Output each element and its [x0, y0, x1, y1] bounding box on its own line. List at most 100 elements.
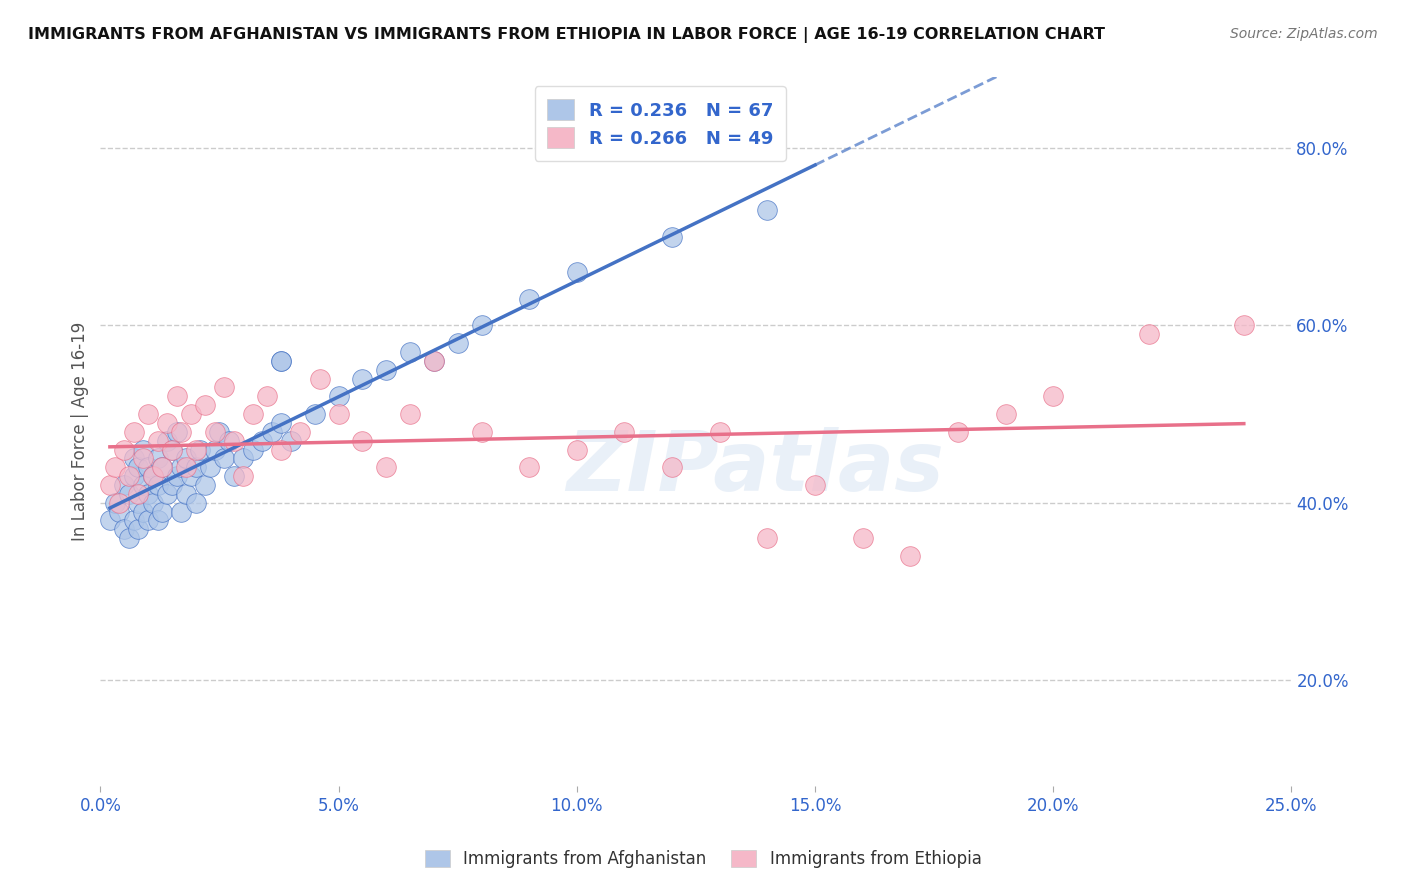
Point — [170, 504, 193, 518]
Y-axis label: In Labor Force | Age 16-19: In Labor Force | Age 16-19 — [72, 322, 89, 541]
Point — [108, 504, 131, 518]
Point — [118, 531, 141, 545]
Point — [98, 478, 121, 492]
Point — [194, 398, 217, 412]
Point — [146, 513, 169, 527]
Point — [142, 469, 165, 483]
Point — [166, 469, 188, 483]
Point — [328, 407, 350, 421]
Point — [166, 389, 188, 403]
Point — [222, 434, 245, 448]
Point — [208, 425, 231, 439]
Point — [423, 354, 446, 368]
Point — [174, 451, 197, 466]
Point — [222, 469, 245, 483]
Point — [308, 371, 330, 385]
Point — [232, 469, 254, 483]
Point — [142, 469, 165, 483]
Point — [260, 425, 283, 439]
Point — [756, 531, 779, 545]
Point — [304, 407, 326, 421]
Point — [994, 407, 1017, 421]
Point — [184, 442, 207, 457]
Point — [252, 434, 274, 448]
Point — [423, 354, 446, 368]
Point — [132, 504, 155, 518]
Point — [180, 407, 202, 421]
Point — [184, 460, 207, 475]
Point — [375, 363, 398, 377]
Point — [136, 513, 159, 527]
Point — [150, 460, 173, 475]
Legend: Immigrants from Afghanistan, Immigrants from Ethiopia: Immigrants from Afghanistan, Immigrants … — [418, 843, 988, 875]
Point — [122, 425, 145, 439]
Point — [661, 230, 683, 244]
Point — [661, 460, 683, 475]
Point — [1042, 389, 1064, 403]
Point — [112, 478, 135, 492]
Point — [352, 371, 374, 385]
Point — [270, 416, 292, 430]
Point — [127, 522, 149, 536]
Point — [565, 265, 588, 279]
Point — [112, 442, 135, 457]
Point — [108, 496, 131, 510]
Point — [122, 469, 145, 483]
Point — [160, 442, 183, 457]
Point — [709, 425, 731, 439]
Point — [112, 522, 135, 536]
Point — [146, 434, 169, 448]
Point — [517, 292, 540, 306]
Point — [212, 380, 235, 394]
Point — [290, 425, 312, 439]
Point — [242, 407, 264, 421]
Point — [132, 442, 155, 457]
Point — [352, 434, 374, 448]
Point — [256, 389, 278, 403]
Point — [447, 336, 470, 351]
Point — [136, 487, 159, 501]
Point — [270, 354, 292, 368]
Point — [122, 451, 145, 466]
Legend: R = 0.236   N = 67, R = 0.266   N = 49: R = 0.236 N = 67, R = 0.266 N = 49 — [534, 87, 786, 161]
Text: ZIPatlas: ZIPatlas — [567, 426, 945, 508]
Point — [190, 442, 212, 457]
Point — [280, 434, 302, 448]
Text: Source: ZipAtlas.com: Source: ZipAtlas.com — [1230, 27, 1378, 41]
Point — [1233, 318, 1256, 333]
Point — [146, 451, 169, 466]
Point — [194, 478, 217, 492]
Point — [160, 442, 183, 457]
Point — [242, 442, 264, 457]
Point — [136, 460, 159, 475]
Point — [1137, 327, 1160, 342]
Point — [180, 469, 202, 483]
Point — [170, 460, 193, 475]
Point — [204, 425, 226, 439]
Point — [613, 425, 636, 439]
Point — [470, 425, 492, 439]
Point — [127, 487, 149, 501]
Point — [184, 496, 207, 510]
Point — [270, 442, 292, 457]
Point — [204, 442, 226, 457]
Point — [132, 478, 155, 492]
Point — [565, 442, 588, 457]
Point — [212, 451, 235, 466]
Point — [98, 513, 121, 527]
Point — [898, 549, 921, 563]
Point — [104, 460, 127, 475]
Point — [150, 460, 173, 475]
Point — [160, 478, 183, 492]
Point — [166, 425, 188, 439]
Point — [127, 496, 149, 510]
Point — [150, 504, 173, 518]
Point — [156, 416, 179, 430]
Point — [198, 460, 221, 475]
Point — [132, 451, 155, 466]
Point — [118, 469, 141, 483]
Point — [804, 478, 827, 492]
Point — [136, 407, 159, 421]
Point — [156, 434, 179, 448]
Text: IMMIGRANTS FROM AFGHANISTAN VS IMMIGRANTS FROM ETHIOPIA IN LABOR FORCE | AGE 16-: IMMIGRANTS FROM AFGHANISTAN VS IMMIGRANT… — [28, 27, 1105, 43]
